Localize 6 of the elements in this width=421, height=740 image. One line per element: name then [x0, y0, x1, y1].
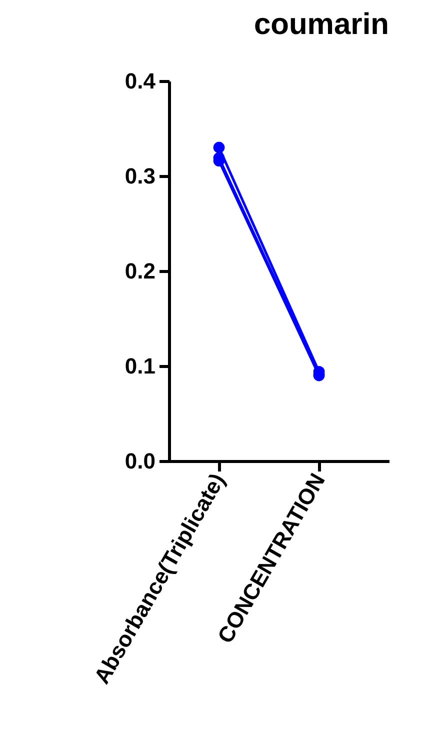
y-tick-label: 0.0 — [124, 448, 156, 474]
chart-title: coumarin — [254, 8, 389, 41]
y-tick-label: 0.4 — [124, 68, 156, 94]
y-tick-label: 0.3 — [124, 164, 156, 188]
y-tick-label: 0.1 — [124, 354, 156, 378]
y-tick-label: 0.2 — [124, 258, 156, 284]
